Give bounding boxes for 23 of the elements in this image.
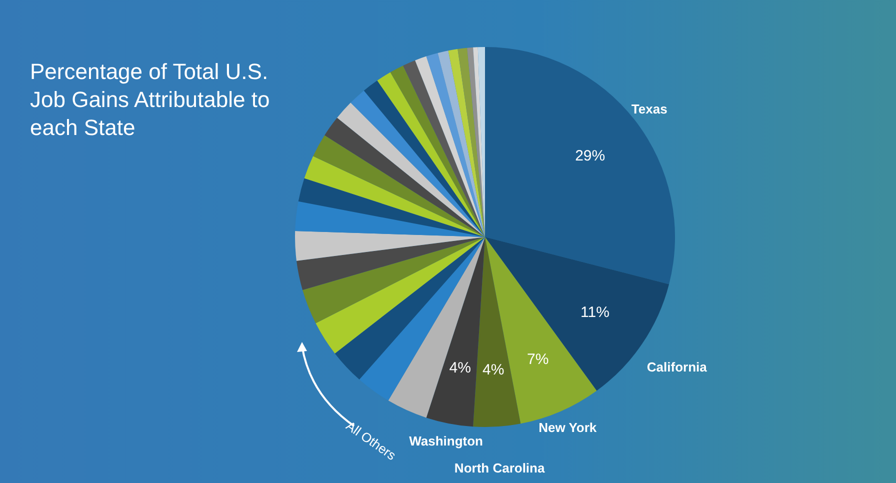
pie-slice [295,231,485,261]
slice-label: New York [538,420,598,435]
data-label: 7% [526,351,549,368]
pie-slice [473,237,521,427]
data-label: 4% [449,360,471,377]
data-label: 11% [580,304,610,321]
text: Percentage of Total U.S. Job Gains Attributable to each State [30,58,270,142]
pie-slice [324,118,485,237]
data-label: 4% [482,362,504,379]
slice-label: Texas [631,102,668,117]
slice-label: California [646,359,708,374]
pie-slice [295,201,485,237]
pie-slice [458,48,485,237]
slice-label: Washington [409,433,484,448]
data-label: 29% [575,147,606,164]
pie-slice [426,52,485,237]
pie-slice [467,47,485,237]
slice-label: North Carolina [454,460,546,476]
pie-slice [403,60,485,237]
pie-slice [438,50,485,237]
pie-slice [296,237,485,290]
pie-slice [485,47,675,284]
pie-slice [298,178,485,237]
